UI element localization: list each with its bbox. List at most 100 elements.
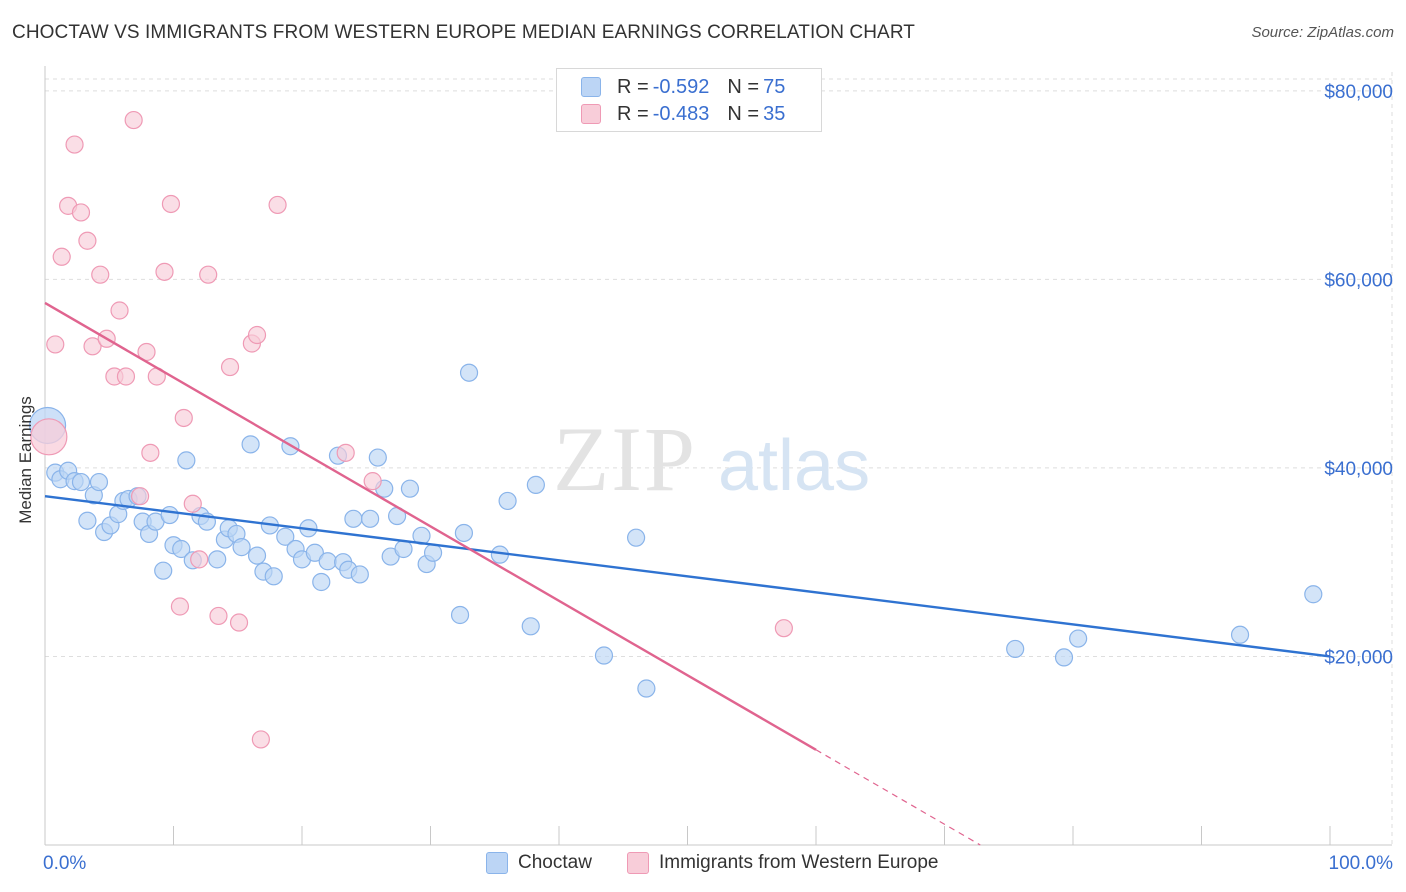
choctaw-point-67 [626,528,646,547]
choctaw-point-69 [1006,639,1025,659]
choctaw-point-31 [241,435,260,454]
immigrants-trend-extension [815,749,981,846]
immigrants-point-18 [155,262,174,281]
bottom-legend-swatch-choctaw [486,852,508,874]
choctaw-point-71 [1069,629,1088,648]
choctaw-point-59 [450,605,470,625]
y-tick-label-3: $80,000 [1324,82,1393,103]
choctaw-point-42 [312,572,331,592]
choctaw-point-64 [521,617,540,636]
choctaw-point-48 [350,565,369,584]
choctaw-point-66 [594,646,614,665]
watermark-atlas: atlas [718,426,870,506]
choctaw-point-26 [208,550,227,569]
bottom-legend-label-immigrants: Immigrants from Western Europe [659,852,939,873]
choctaw-point-5 [71,472,91,492]
immigrants-point-1 [46,335,65,354]
choctaw-point-61 [459,363,479,382]
choctaw-point-58 [423,543,443,562]
choctaw-point-47 [344,509,363,528]
immigrants-point-32 [336,443,355,462]
legend-n-value: 35 [763,102,786,125]
legend-swatch-immigrants [581,104,601,124]
immigrants-point-22 [183,494,202,513]
y-axis-label: Median Earnings [16,396,35,524]
immigrants-point-31 [268,195,287,215]
choctaw-point-55 [400,479,420,498]
choctaw-point-35 [264,567,283,586]
immigrants-point-20 [170,597,190,616]
choctaw-point-6 [78,511,97,530]
y-tick-label-0: $20,000 [1324,647,1393,668]
legend-row-immigrants: R = -0.483 N = 35 [581,102,803,126]
legend-n-label: N = [727,75,760,98]
series-choctaw-points [28,363,1323,698]
choctaw-point-63 [498,491,517,511]
bottom-legend-label-choctaw: Choctaw [518,852,592,873]
x-tick-label-0: 0.0% [43,853,86,874]
choctaw-point-68 [637,679,656,698]
immigrants-point-23 [190,550,209,569]
immigrants-point-11 [110,301,129,320]
immigrants-point-12 [116,367,136,386]
y-tick-label-2: $60,000 [1324,270,1393,291]
choctaw-point-8 [89,472,109,492]
choctaw-point-18 [154,561,173,580]
immigrants-point-0 [30,418,68,456]
immigrants-point-6 [78,231,97,250]
legend-n-value: 75 [763,75,786,98]
legend-r-value: -0.592 [652,75,710,98]
immigrants-point-5 [71,203,91,222]
immigrants-point-16 [141,443,160,462]
choctaw-point-30 [232,538,251,557]
immigrants-point-14 [130,487,150,506]
immigrants-point-13 [124,110,143,130]
choctaw-point-19 [160,505,179,525]
immigrants-point-30 [251,730,270,749]
immigrants-point-2 [52,247,71,266]
immigrants-point-8 [91,265,110,284]
choctaw-point-36 [276,527,295,546]
bottom-legend-immigrants[interactable]: Immigrants from Western Europe [627,852,938,874]
immigrants-point-7 [83,337,102,356]
immigrants-trend-line [44,301,817,751]
immigrants-point-19 [161,194,181,214]
choctaw-point-70 [1054,648,1074,667]
choctaw-trend-line [44,495,1331,658]
choctaw-point-60 [454,523,474,543]
x-tick-label-1: 100.0% [1329,853,1394,874]
choctaw-point-43 [318,552,337,571]
grid-lines [45,72,1393,845]
immigrants-point-34 [774,619,793,638]
watermark-zip: ZIP [553,408,697,510]
source-label: Source: ZipAtlas.com [1251,24,1394,41]
choctaw-point-50 [368,448,387,467]
choctaw-point-32 [247,546,267,565]
choctaw-point-41 [305,543,324,562]
choctaw-point-72 [1230,625,1250,644]
immigrants-point-21 [174,408,193,428]
immigrants-point-29 [247,325,267,345]
choctaw-point-22 [177,451,196,470]
bottom-legend-choctaw[interactable]: Choctaw [486,852,592,874]
bottom-legend-swatch-immigrants [627,852,649,874]
x-tick-labels: 0.0% 100.0% [43,853,1393,874]
legend-r-value: -0.483 [652,102,710,125]
legend-box: R = -0.592 N = 75 R = -0.483 N = 35 [556,68,822,132]
choctaw-point-21 [172,539,191,559]
axes [44,66,1392,846]
legend-r-label: R = [617,102,649,125]
immigrants-point-25 [209,606,228,626]
choctaw-point-73 [1304,585,1323,604]
chart-title: CHOCTAW VS IMMIGRANTS FROM WESTERN EUROP… [12,22,916,43]
series-immigrants-points [30,110,793,749]
y-tick-label-1: $40,000 [1324,459,1393,480]
legend-n-label: N = [727,102,760,125]
watermark: ZIP atlas [553,408,870,510]
choctaw-point-54 [394,539,413,559]
legend-swatch-choctaw [581,77,601,97]
choctaw-point-49 [361,509,380,528]
legend-r-label: R = [617,75,649,98]
trend-lines [44,301,1331,846]
